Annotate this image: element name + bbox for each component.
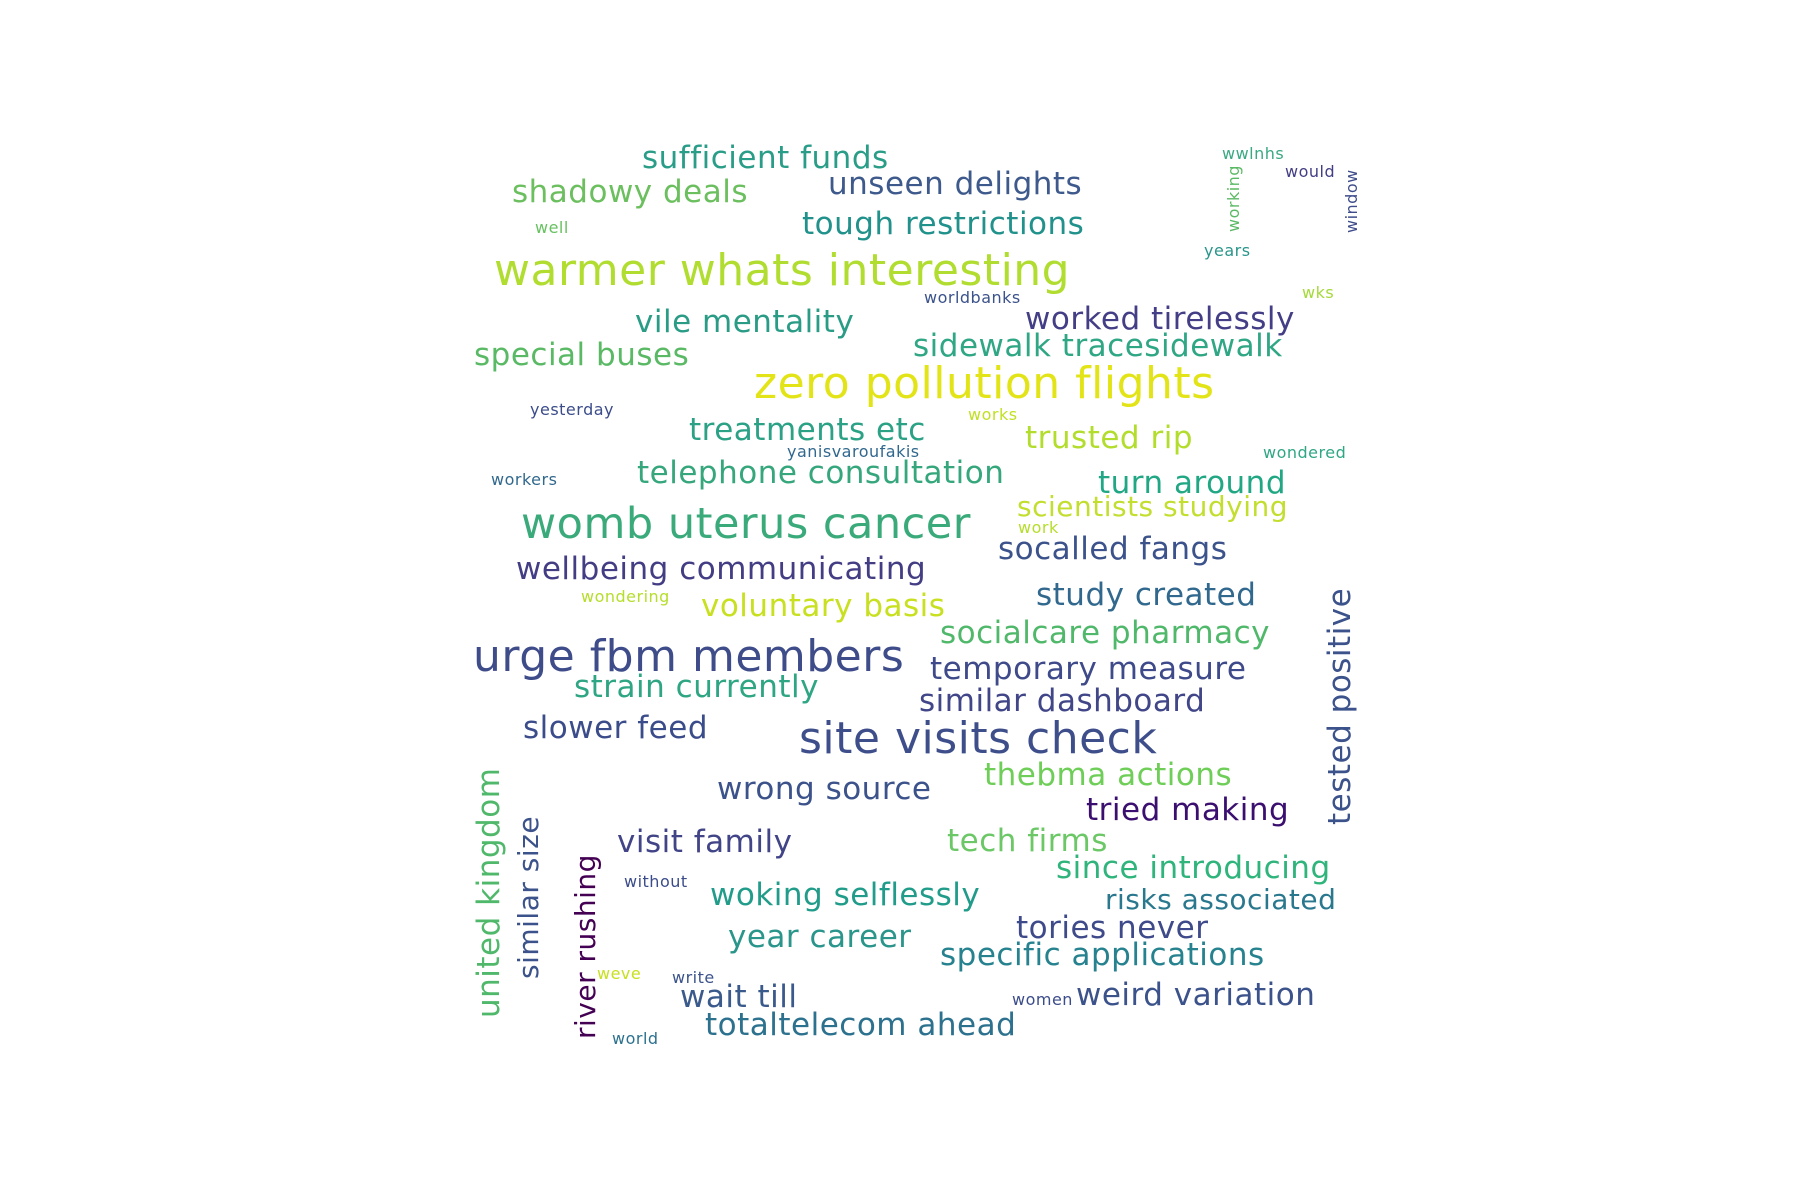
word-wait-till: wait till bbox=[680, 979, 798, 1015]
word-thebma-actions: thebma actions bbox=[984, 757, 1233, 793]
word-special-buses: special buses bbox=[474, 337, 690, 373]
word-similar-dashboard: similar dashboard bbox=[919, 683, 1206, 719]
word-yesterday: yesterday bbox=[530, 400, 614, 419]
word-warmer-whats-interesting: warmer whats interesting bbox=[494, 245, 1071, 296]
word-tough-restrictions: tough restrictions bbox=[802, 206, 1085, 242]
word-worked-tirelessly: worked tirelessly bbox=[1025, 301, 1295, 337]
word-work: work bbox=[1018, 518, 1059, 537]
word-vile-mentality: vile mentality bbox=[635, 304, 855, 340]
word-treatments-etc: treatments etc bbox=[689, 412, 926, 448]
word-worldbanks: worldbanks bbox=[924, 288, 1021, 307]
word-wks: wks bbox=[1302, 283, 1335, 302]
word-workers: workers bbox=[491, 470, 558, 489]
word-weird-variation: weird variation bbox=[1076, 977, 1316, 1013]
word-scientists-studying: scientists studying bbox=[1017, 490, 1289, 523]
word-united-kingdom: united kingdom bbox=[471, 767, 507, 1018]
word-window: window bbox=[1342, 169, 1361, 233]
word-zero-pollution-flights: zero pollution flights bbox=[754, 358, 1215, 409]
word-tried-making: tried making bbox=[1086, 792, 1290, 828]
word-specific-applications: specific applications bbox=[940, 937, 1265, 973]
word-tested-positive: tested positive bbox=[1322, 587, 1358, 825]
word-study-created: study created bbox=[1036, 577, 1257, 613]
word-women: women bbox=[1012, 990, 1073, 1009]
word-slower-feed: slower feed bbox=[523, 710, 708, 746]
word-wrong-source: wrong source bbox=[717, 771, 932, 807]
word-write: write bbox=[672, 968, 715, 987]
word-woking-selflessly: woking selflessly bbox=[710, 877, 981, 913]
word-visit-family: visit family bbox=[617, 824, 793, 860]
word-tories-never: tories never bbox=[1016, 910, 1209, 946]
word-socialcare-pharmacy: socialcare pharmacy bbox=[940, 615, 1271, 651]
word-wondered: wondered bbox=[1263, 443, 1347, 462]
word-temporary-measure: temporary measure bbox=[930, 651, 1247, 687]
word-strain-currently: strain currently bbox=[574, 669, 819, 705]
word-years: years bbox=[1204, 241, 1251, 260]
word-weve: weve bbox=[597, 964, 642, 983]
word-unseen-delights: unseen delights bbox=[828, 166, 1083, 202]
word-would: would bbox=[1285, 162, 1336, 181]
word-womb-uterus-cancer: womb uterus cancer bbox=[521, 499, 971, 549]
word-similar-size: similar size bbox=[512, 815, 545, 979]
word-socalled-fangs: socalled fangs bbox=[998, 531, 1228, 567]
word-voluntary-basis: voluntary basis bbox=[701, 588, 946, 624]
word-river-rushing: river rushing bbox=[569, 854, 602, 1039]
word-telephone-consultation: telephone consultation bbox=[637, 455, 1005, 491]
word-totaltelecom-ahead: totaltelecom ahead bbox=[705, 1007, 1017, 1043]
word-urge-fbm-members: urge fbm members bbox=[473, 631, 905, 682]
word-without: without bbox=[624, 872, 688, 891]
word-turn-around: turn around bbox=[1098, 465, 1287, 501]
word-risks-associated: risks associated bbox=[1105, 883, 1337, 916]
word-site-visits-check: site visits check bbox=[799, 713, 1158, 764]
word-year-career: year career bbox=[728, 919, 912, 955]
word-world: world bbox=[612, 1029, 659, 1048]
word-well: well bbox=[535, 218, 569, 237]
word-works: works bbox=[968, 405, 1018, 424]
word-wondering: wondering bbox=[581, 587, 670, 606]
word-sidewalk-tracesidewalk: sidewalk tracesidewalk bbox=[913, 328, 1283, 364]
word-sufficient-funds: sufficient funds bbox=[642, 140, 889, 176]
word-trusted-rip: trusted rip bbox=[1025, 420, 1193, 456]
word-wwlnhs: wwlnhs bbox=[1222, 144, 1285, 163]
word-working: working bbox=[1224, 165, 1243, 232]
word-shadowy-deals: shadowy deals bbox=[512, 174, 749, 210]
word-wellbeing-communicating: wellbeing communicating bbox=[516, 551, 927, 587]
word-yanisvaroufakis: yanisvaroufakis bbox=[787, 442, 920, 461]
word-tech-firms: tech firms bbox=[947, 823, 1108, 859]
word-since-introducing: since introducing bbox=[1056, 850, 1331, 886]
